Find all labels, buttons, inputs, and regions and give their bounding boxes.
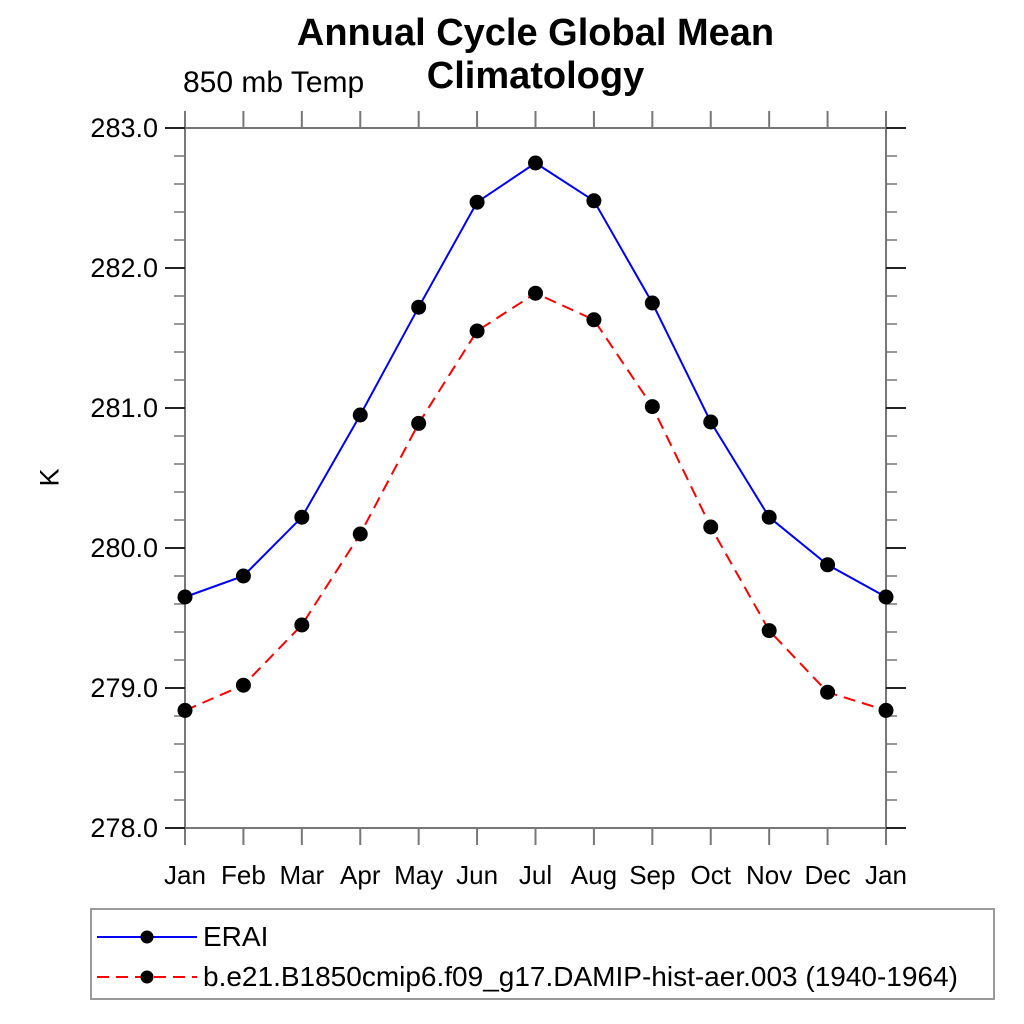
data-point-marker <box>294 509 310 525</box>
data-point-marker <box>411 299 427 315</box>
legend-item-erai: ERAI <box>97 921 269 952</box>
data-point-marker <box>352 407 368 423</box>
data-point-marker <box>528 155 543 171</box>
data-point-marker <box>820 557 836 573</box>
y-tick-label: 279.0 <box>90 673 158 703</box>
data-point-marker <box>820 684 836 700</box>
data-point-marker <box>235 677 251 693</box>
x-tick-label: Apr <box>340 860 381 890</box>
data-point-marker <box>294 617 310 633</box>
data-point-marker <box>703 519 719 535</box>
data-point-marker <box>878 702 894 718</box>
legend-swatch-solid-line-dot-icon <box>97 930 197 944</box>
data-point-marker <box>703 414 719 430</box>
x-tick-label: Oct <box>691 860 732 890</box>
data-point-marker <box>644 399 660 415</box>
x-tick-label: Aug <box>571 860 617 890</box>
data-point-marker <box>469 323 485 339</box>
y-tick-label: 281.0 <box>90 393 158 423</box>
y-tick-label: 278.0 <box>90 813 158 843</box>
data-point-marker <box>878 589 894 605</box>
x-tick-label: Jan <box>164 860 206 890</box>
data-point-marker <box>411 415 427 431</box>
legend-swatch-dashed-line-dot-icon <box>97 970 197 984</box>
series-line <box>184 161 887 598</box>
series-line <box>184 292 887 712</box>
data-point-marker <box>469 194 485 210</box>
data-point-marker <box>586 193 602 209</box>
series-erai <box>177 155 894 605</box>
x-tick-label: Mar <box>279 860 324 890</box>
y-tick-label: 280.0 <box>90 533 158 563</box>
data-point-marker <box>177 702 193 718</box>
data-point-marker <box>235 568 251 584</box>
x-tick-label: Nov <box>746 860 792 890</box>
chart-subtitle: 850 mb Temp <box>183 66 365 99</box>
legend-box: ERAI b.e21.B1850cmip6.f09_g17.DAMIP-hist… <box>90 908 995 1000</box>
y-tick-label: 283.0 <box>90 113 158 143</box>
x-tick-labels: Jan Feb Mar Apr May Jun Jul Aug Sep Oct Nov Dec Jan <box>164 860 907 890</box>
data-point-marker <box>177 589 193 605</box>
series-model <box>177 285 894 718</box>
x-tick-label: May <box>394 860 443 890</box>
x-tick-label: Dec <box>804 860 850 890</box>
legend-label-model: b.e21.B1850cmip6.f09_g17.DAMIP-hist-aer.… <box>203 961 958 992</box>
legend-label-erai: ERAI <box>203 921 269 952</box>
x-axis-ticks <box>184 111 887 845</box>
data-point-marker <box>644 295 660 311</box>
y-tick-label: 282.0 <box>90 253 158 283</box>
data-point-marker <box>761 509 777 525</box>
data-point-marker <box>586 312 602 328</box>
y-tick-labels: 278.0 279.0 280.0 281.0 282.0 283.0 <box>90 113 158 843</box>
data-point-marker <box>352 526 368 542</box>
x-tick-label: Jun <box>456 860 498 890</box>
legend-item-model: b.e21.B1850cmip6.f09_g17.DAMIP-hist-aer.… <box>97 961 958 992</box>
x-tick-label: Sep <box>629 860 675 890</box>
x-tick-label: Jan <box>865 860 907 890</box>
y-axis-ticks <box>165 127 906 829</box>
x-tick-label: Jul <box>519 860 552 890</box>
axis-spines <box>184 127 887 829</box>
data-point-marker <box>761 623 777 639</box>
chart-title: Annual Cycle Global Mean Climatology <box>296 12 775 97</box>
data-point-marker <box>528 285 543 301</box>
x-tick-label: Feb <box>221 860 266 890</box>
